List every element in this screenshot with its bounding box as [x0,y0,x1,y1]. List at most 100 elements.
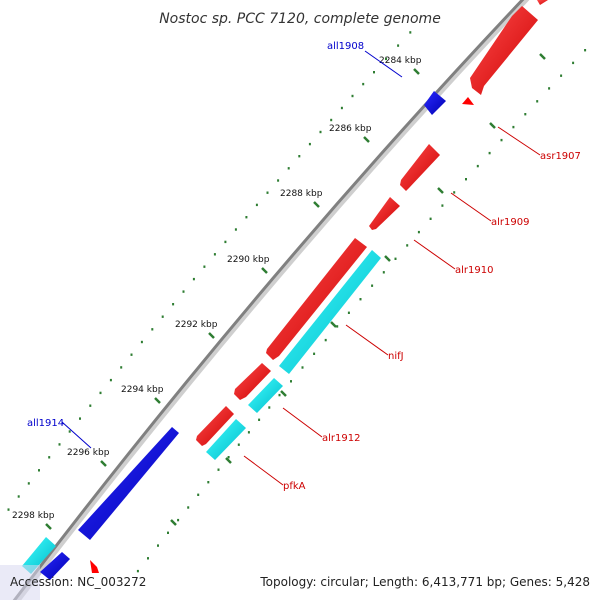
tick-dot [548,87,551,90]
tick-dot [290,380,292,383]
tick-dot [488,151,491,155]
accession-text: Accession: NC_003272 [10,575,146,589]
gene-feature-alr1910[interactable] [369,197,400,230]
tick-dot [167,531,169,534]
leader-all1908 [364,50,403,78]
gene-feature-alr1912-cyan[interactable] [248,378,283,413]
gene-label-asr1907[interactable]: asr1907 [540,151,581,162]
leader-alr1910 [413,239,456,270]
gene-label-all1908[interactable]: all1908 [327,41,364,52]
tick-dot [287,167,290,170]
tick-label-2288: 2288 kbp [280,189,323,199]
gene-label-alr1909[interactable]: alr1909 [491,217,529,228]
outer-tick-5 [280,390,287,397]
reverse-genes [40,91,446,580]
tick-dot [336,325,339,328]
tick-dot [172,303,175,306]
tick-dot [130,353,133,356]
tick-dot [203,265,206,268]
tick-label-2286: 2286 kbp [329,124,372,134]
outer-tick-2 [437,187,444,194]
tick-dot [7,508,10,511]
leader-all1914 [61,421,92,449]
tick-dot [151,328,154,331]
tick-dot [340,106,343,110]
gene-feature-pfkA-red[interactable] [90,560,99,573]
tick-dot [48,456,51,459]
outer-tick-8 [539,53,546,60]
gene-feature-top-red[interactable] [537,0,548,5]
tick-dot [584,49,587,52]
tick-dot [301,366,304,369]
tick-dot [278,393,281,397]
tick-dot [572,61,575,65]
tick-dot [187,506,190,509]
tick-dot [406,244,409,247]
gene-feature-bottom-blue[interactable] [40,552,70,580]
leader-nifJ [345,324,389,356]
tick-dot [177,518,180,522]
gene-feature-nifJ-red[interactable] [266,238,367,360]
tick-mark-2286 [363,136,370,143]
tick-dot [512,125,515,129]
gene-feature-nifJ[interactable] [279,250,381,374]
gene-feature-alr1912-a[interactable] [234,363,271,400]
corner-fade [0,565,40,600]
tick-dot [224,240,227,244]
tick-dot [385,57,387,61]
tick-mark-2298 [45,523,52,530]
gene-feature-small-red-arrow[interactable] [462,97,474,105]
tick-mark-2292 [208,332,215,339]
tick-dot [217,468,220,471]
tick-dot [207,481,210,484]
gene-feature-asr1907-top[interactable] [470,6,538,95]
tick-dot [476,164,479,168]
tick-dot [465,178,467,181]
tick-dot [79,417,81,420]
leader-pfkA [243,455,284,486]
tick-dot [560,74,563,77]
gene-feature-pfkA[interactable] [206,419,246,460]
leader-lines [61,50,541,486]
gene-feature-all1908[interactable] [424,91,446,115]
tick-rings [7,31,587,573]
tick-dot [213,253,216,256]
tick-dot [68,430,71,433]
gene-feature-alr1909[interactable] [400,144,440,191]
tick-dot [409,31,412,34]
tick-dot [330,118,333,122]
gene-label-pfkA[interactable]: pfkA [283,481,306,492]
outer-tick-6 [225,457,232,464]
gene-label-nifJ[interactable]: nifJ [388,351,404,362]
gene-label-alr1912[interactable]: alr1912 [322,433,360,444]
leader-asr1907 [497,126,541,156]
backbone-arc [12,0,525,600]
gene-label-all1914[interactable]: all1914 [27,418,64,429]
tick-mark-2284 [413,68,420,75]
tick-dot [38,469,40,472]
gene-feature-alr1912-b[interactable] [196,406,234,446]
outer-tick-7 [170,519,177,526]
gene-feature-bottom-cyan[interactable] [22,537,56,574]
tick-dot [237,443,240,446]
tick-dot [147,557,149,560]
tick-dot [258,418,261,421]
tick-dot [359,298,362,301]
tick-labels: 2284 kbp 2286 kbp 2288 kbp 2290 kbp 2292… [12,56,422,521]
tick-dot [234,228,237,231]
tick-dot [441,204,444,207]
tick-label-2284: 2284 kbp [379,56,422,66]
tick-dot [351,94,354,98]
genome-summary-text: Topology: circular; Length: 6,413,771 bp… [259,575,590,589]
tick-dot [313,352,316,355]
tick-mark-2290 [261,267,268,274]
tick-mark-2288 [313,201,320,208]
tick-dot [277,179,280,182]
tick-dot [268,406,271,409]
gene-feature-all1914[interactable] [78,427,179,540]
forward-genes [90,0,548,573]
tick-dot [182,290,185,293]
leader-alr1912 [282,407,323,438]
tick-dot [417,230,420,234]
gene-label-alr1910[interactable]: alr1910 [455,265,493,276]
